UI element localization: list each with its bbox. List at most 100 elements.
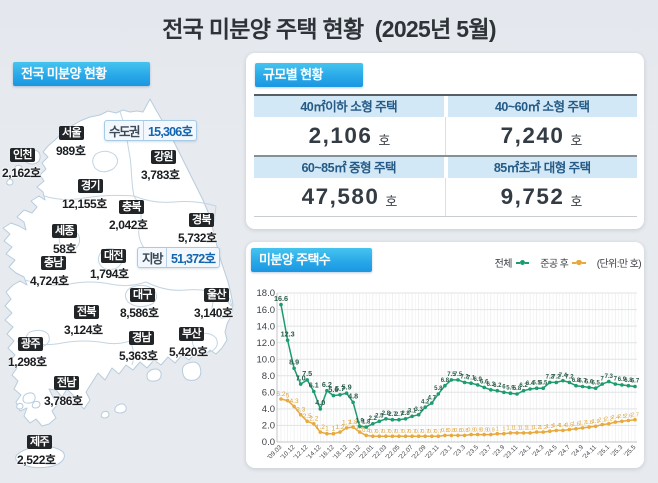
svg-text:'25.1: '25.1 [597,444,612,459]
svg-text:5.8: 5.8 [434,386,443,392]
svg-text:6.5: 6.5 [592,380,601,386]
svg-text:1.8: 1.8 [585,420,593,426]
svg-text:7.2: 7.2 [565,375,574,381]
svg-text:3.3: 3.3 [296,407,305,414]
svg-text:2.1: 2.1 [598,417,606,423]
svg-text:2.5: 2.5 [303,413,312,420]
svg-text:1.2: 1.2 [335,424,344,431]
svg-text:0.7: 0.7 [389,429,397,435]
svg-text:12.0: 12.0 [257,338,276,349]
svg-text:'24.3: '24.3 [531,444,546,459]
svg-text:0.9: 0.9 [480,427,488,433]
svg-text:0.9: 0.9 [474,427,482,433]
svg-text:0.7: 0.7 [369,429,377,435]
svg-text:7.2: 7.2 [552,375,561,381]
svg-text:16.0: 16.0 [257,305,276,316]
svg-text:4.3: 4.3 [290,398,299,405]
svg-text:7.2: 7.2 [460,375,469,381]
svg-text:6.2: 6.2 [519,383,528,389]
svg-text:1.7: 1.7 [579,421,587,427]
svg-text:6.4: 6.4 [526,381,535,387]
svg-text:'23.5: '23.5 [465,444,480,459]
svg-text:6.7: 6.7 [631,379,640,385]
svg-text:10.0: 10.0 [257,354,276,365]
svg-text:7.5: 7.5 [447,372,456,378]
svg-text:'23.3: '23.3 [452,444,467,459]
svg-text:1.1: 1.1 [507,426,515,432]
svg-text:6.6: 6.6 [585,380,594,386]
svg-text:1: 1 [332,426,336,433]
svg-text:4.0: 4.0 [262,404,275,415]
svg-text:0.0: 0.0 [262,437,275,448]
svg-text:5.9: 5.9 [342,382,352,391]
svg-text:0.7: 0.7 [402,429,410,435]
svg-text:6.2: 6.2 [322,380,332,389]
svg-text:6.7: 6.7 [578,379,587,385]
svg-text:1.6: 1.6 [572,422,580,428]
svg-text:1.1: 1.1 [513,426,521,432]
svg-text:2.7: 2.7 [388,412,397,418]
svg-text:6.6: 6.6 [480,380,489,386]
svg-text:1.2: 1.2 [316,424,325,431]
svg-text:6.8: 6.8 [441,378,450,384]
svg-text:6.8: 6.8 [624,378,633,384]
svg-text:5.9: 5.9 [506,385,515,391]
svg-text:6.9: 6.9 [618,377,627,383]
svg-text:0.9: 0.9 [467,427,475,433]
svg-text:2.2: 2.2 [369,416,378,422]
svg-text:1.9: 1.9 [356,419,365,425]
svg-text:0.8: 0.8 [461,428,469,434]
svg-text:12.3: 12.3 [281,329,295,338]
svg-text:0.7: 0.7 [382,429,390,435]
svg-text:'25.5: '25.5 [623,444,638,459]
svg-text:1: 1 [496,427,499,433]
svg-text:'23.11: '23.11 [503,444,520,461]
svg-text:0.7: 0.7 [408,429,416,435]
svg-text:3.1: 3.1 [408,409,417,415]
svg-text:'22.11: '22.11 [424,444,441,461]
svg-text:7.2: 7.2 [546,375,555,381]
svg-text:1.8: 1.8 [362,419,371,425]
svg-text:6: 6 [502,385,506,391]
svg-text:2.6: 2.6 [625,413,633,419]
svg-text:0.8: 0.8 [441,428,449,434]
svg-text:2.7: 2.7 [631,413,639,419]
svg-text:6.5: 6.5 [539,380,548,386]
svg-text:0.7: 0.7 [428,429,436,435]
svg-text:18.0: 18.0 [257,288,276,299]
svg-text:7: 7 [601,376,605,382]
svg-text:5.8: 5.8 [513,386,522,392]
svg-text:1.4: 1.4 [559,423,567,429]
svg-text:6.3: 6.3 [487,382,496,388]
svg-text:0.7: 0.7 [375,429,383,435]
svg-text:0.8: 0.8 [448,428,456,434]
svg-text:1.9: 1.9 [592,419,600,425]
svg-text:4.2: 4.2 [421,399,430,405]
svg-text:8.9: 8.9 [289,358,299,367]
svg-text:2.0: 2.0 [262,421,275,432]
svg-text:6.8: 6.8 [572,378,581,384]
svg-text:1.7: 1.7 [342,420,351,427]
svg-text:'24.1: '24.1 [518,444,533,459]
svg-text:5: 5 [286,392,290,399]
svg-text:'24.7: '24.7 [557,444,572,459]
svg-text:1.4: 1.4 [552,423,560,429]
svg-text:6.2: 6.2 [493,383,502,389]
svg-text:1.8: 1.8 [349,419,358,426]
svg-text:8.0: 8.0 [262,371,275,382]
svg-text:16.6: 16.6 [274,294,288,303]
svg-text:0.7: 0.7 [434,429,442,435]
svg-text:0.9: 0.9 [487,427,495,433]
svg-text:0.8: 0.8 [454,428,462,434]
svg-text:1.3: 1.3 [546,424,554,430]
svg-text:7.5: 7.5 [454,372,463,378]
svg-text:1: 1 [502,427,505,433]
svg-text:1.2: 1.2 [539,425,547,431]
svg-text:1.1: 1.1 [526,426,534,432]
svg-text:2.2: 2.2 [605,417,613,423]
svg-text:5.6: 5.6 [328,385,338,394]
svg-text:4.8: 4.8 [348,392,358,401]
svg-text:7.1: 7.1 [467,375,476,381]
svg-text:14.0: 14.0 [257,321,276,332]
svg-text:'24.11: '24.11 [581,444,598,461]
